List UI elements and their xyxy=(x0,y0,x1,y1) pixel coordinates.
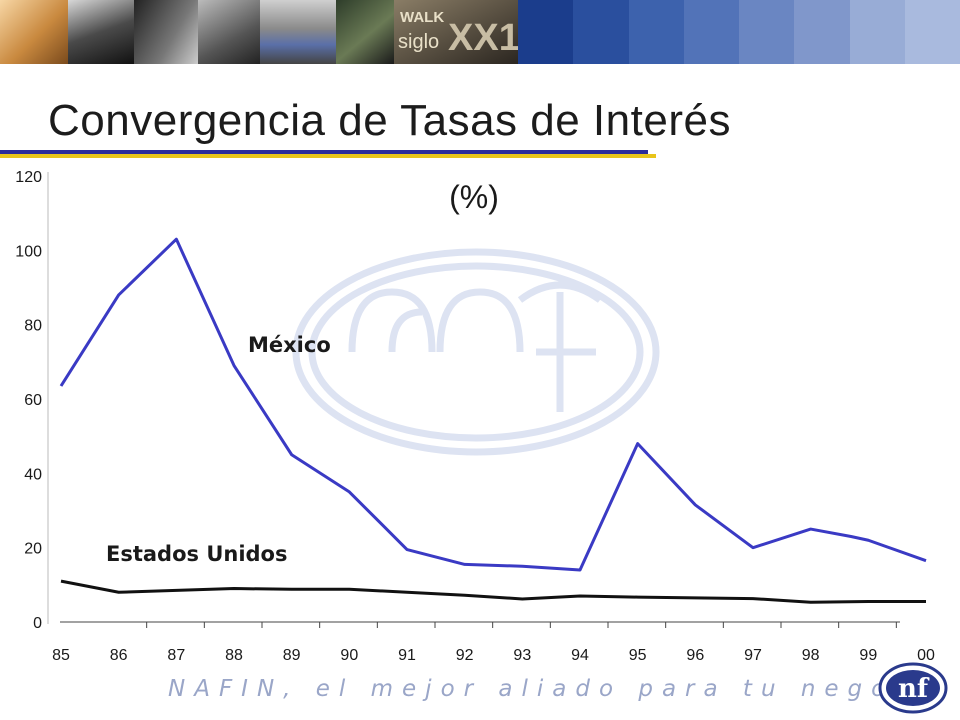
x-tick-label: 85 xyxy=(52,647,70,664)
y-tick-label: 120 xyxy=(15,169,42,186)
y-tick-label: 60 xyxy=(24,392,42,409)
x-tick-label: 96 xyxy=(686,647,704,664)
banner-walk-text: WALK xyxy=(400,9,444,26)
x-tick-label: 87 xyxy=(167,647,185,664)
y-tick-label: 20 xyxy=(24,541,42,558)
banner-blue-gradient xyxy=(518,0,960,64)
x-tick-marks xyxy=(146,622,897,628)
logo-text: nf xyxy=(898,674,930,704)
photo-satellite xyxy=(68,0,134,64)
series-label-mexico: México xyxy=(248,333,331,357)
banner-blue-segment xyxy=(849,0,905,64)
unit-label: (%) xyxy=(449,179,499,215)
slide-title: Convergencia de Tasas de Interés xyxy=(48,96,731,145)
x-tick-label: 90 xyxy=(340,647,358,664)
photo-businessman xyxy=(198,0,260,64)
x-tick-label: 89 xyxy=(283,647,301,664)
banner-blue-segment xyxy=(794,0,850,64)
y-tick-labels: 0 20 40 60 80 100 120 xyxy=(15,169,42,632)
y-tick-label: 80 xyxy=(24,318,42,335)
banner-blue-segment xyxy=(628,0,684,64)
series-lines xyxy=(59,237,927,604)
x-tick-label: 88 xyxy=(225,647,243,664)
series-label-usa: Estados Unidos xyxy=(106,542,287,566)
x-tick-label: 91 xyxy=(398,647,416,664)
banner-blue-segment xyxy=(739,0,795,64)
y-tick-label: 0 xyxy=(33,615,42,632)
y-tick-label: 100 xyxy=(15,243,42,260)
banner-blue-segment xyxy=(683,0,739,64)
x-tick-label: 94 xyxy=(571,647,589,664)
x-tick-label: 99 xyxy=(859,647,877,664)
series-line-usa xyxy=(60,579,926,604)
x-tick-label: 98 xyxy=(802,647,820,664)
x-tick-label: 00 xyxy=(917,647,935,664)
banner-siglo-text: siglo xyxy=(398,31,439,53)
nafin-logo: nf xyxy=(878,662,948,714)
x-tick-label: 93 xyxy=(513,647,531,664)
photo-woman xyxy=(0,0,68,64)
x-tick-label: 86 xyxy=(110,647,128,664)
banner-blue-segment xyxy=(518,0,574,64)
nafin-watermark xyxy=(292,248,660,456)
photo-siglo-xxi: WALK siglo XX1 xyxy=(394,0,518,64)
x-tick-label: 92 xyxy=(456,647,474,664)
header-banner: WALK siglo XX1 xyxy=(0,0,960,64)
photo-silhouette xyxy=(134,0,198,64)
banner-xx1-text: XX1 xyxy=(448,17,518,59)
photo-laptop xyxy=(260,0,336,64)
x-tick-label: 95 xyxy=(629,647,647,664)
series-line-mexico xyxy=(59,237,927,572)
footer-slogan: NAFIN, el mejor aliado para tu negocio xyxy=(168,676,955,702)
x-tick-labels: 85 86 87 88 89 90 91 92 93 94 95 96 97 98 99 00 xyxy=(52,647,935,664)
x-tick-label: 97 xyxy=(744,647,762,664)
y-tick-label: 40 xyxy=(24,466,42,483)
banner-blue-segment xyxy=(904,0,960,64)
banner-blue-segment xyxy=(573,0,629,64)
title-underline-gold xyxy=(0,154,656,158)
photo-street-sign xyxy=(336,0,394,64)
title-underline-blue xyxy=(0,150,648,154)
